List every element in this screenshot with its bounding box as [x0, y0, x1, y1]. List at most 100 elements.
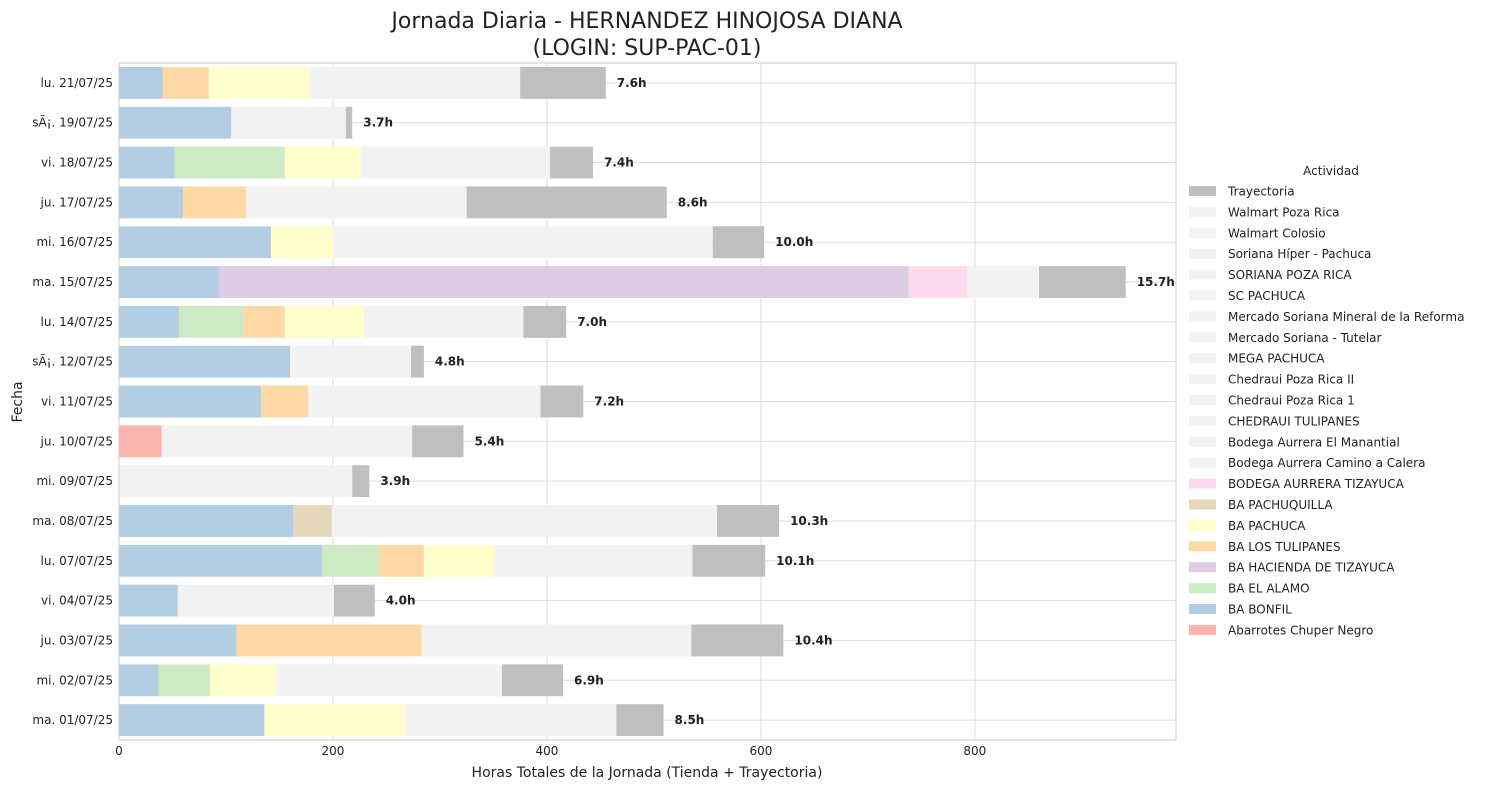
legend-swatch [1189, 583, 1216, 594]
y-tick-label: vi. 11/07/25 [41, 395, 113, 409]
bar-segment [218, 266, 909, 298]
bar-segment [174, 146, 285, 179]
bar-total-label: 3.9h [380, 474, 410, 488]
bar-segment [119, 544, 323, 577]
bar-segment [284, 305, 364, 338]
legend-swatch [1189, 415, 1216, 426]
bar-segment [119, 186, 184, 219]
x-tick-label: 600 [749, 744, 772, 758]
bar-total-label: 10.4h [794, 633, 832, 647]
y-tick-label: lu. 14/07/25 [41, 315, 113, 329]
legend-swatch [1189, 311, 1216, 322]
legend-entry: Walmart Colosio [1228, 226, 1326, 240]
legend-swatch [1189, 604, 1216, 614]
bars: 7.6h 3.7h 7.4h 8.6h 10.0h 15.7h 7.0h 4.8h 7.2h 5.… [119, 66, 1175, 737]
y-tick-label: ma. 15/07/25 [32, 275, 113, 289]
bar-segment [162, 66, 209, 99]
y-tick-label: vi. 04/07/25 [41, 594, 113, 608]
y-tick-label: lu. 07/07/25 [41, 554, 113, 568]
bar-segment [284, 146, 361, 179]
bar-total-label: 7.4h [604, 156, 634, 170]
legend-title: Actividad [1303, 164, 1359, 178]
legend-entry: CHEDRAUI TULIPANES [1228, 414, 1360, 428]
legend-swatch [1189, 227, 1216, 238]
bar-segment [183, 186, 247, 219]
bar-segment [421, 624, 692, 657]
legend-entry: Bodega Aurrera Camino a Calera [1228, 456, 1425, 470]
y-tick-label: ju. 03/07/25 [40, 633, 113, 647]
bar-segment [209, 664, 277, 697]
legend-swatch [1189, 624, 1216, 635]
bar-segment [332, 226, 713, 259]
legend-swatch [1189, 457, 1216, 468]
legend-entry: Soriana Híper - Pachuca [1228, 247, 1371, 261]
bar-segment [502, 664, 563, 697]
bar-total-label: 8.5h [675, 713, 705, 727]
legend-swatch [1189, 374, 1216, 385]
y-tick-label: mi. 09/07/25 [36, 474, 113, 488]
legend-entry: Chedraui Poza Rica 1 [1228, 394, 1355, 408]
legend-entry: Abarrotes Chuper Negro [1228, 623, 1373, 637]
chart-title-line1: Jornada Diaria - HERNANDEZ HINOJOSA DIAN… [389, 9, 902, 34]
y-tick-label: ma. 08/07/25 [32, 514, 113, 528]
bar-segment [309, 66, 521, 99]
bar-segment [360, 146, 551, 179]
legend-entry: BA EL ALAMO [1228, 582, 1310, 596]
bar-segment [691, 624, 784, 657]
bar-segment [411, 345, 424, 378]
x-tick-label: 200 [322, 744, 345, 758]
bar-segment [712, 226, 765, 259]
bar-segment [404, 704, 617, 737]
bar-segment [331, 505, 718, 537]
legend-swatch [1189, 332, 1216, 343]
bar-segment [352, 465, 370, 498]
bar-segment [161, 425, 413, 458]
legend-swatch [1189, 395, 1216, 405]
bar-total-label: 4.8h [435, 355, 465, 369]
bar-segment [322, 544, 379, 577]
y-tick-label: mi. 02/07/25 [36, 673, 113, 687]
bar-segment [345, 106, 353, 139]
bar-segment [523, 305, 567, 338]
legend-entry: SC PACHUCA [1228, 289, 1306, 303]
y-tick-label: sÃ¡. 12/07/25 [32, 354, 113, 369]
legend-entry: BA LOS TULIPANES [1228, 540, 1341, 554]
bar-segment [119, 266, 219, 298]
bar-segment [616, 704, 664, 737]
legend-swatch [1189, 206, 1216, 217]
bar-segment [466, 186, 667, 219]
bar-segment [208, 66, 310, 99]
legend-swatch [1189, 248, 1216, 259]
x-tick-label: 800 [963, 744, 986, 758]
bar-total-label: 10.3h [790, 514, 828, 528]
bar-segment [1039, 266, 1126, 298]
legend-swatch [1189, 186, 1216, 196]
bar-segment [119, 425, 162, 458]
bar-segment [334, 584, 375, 617]
y-tick-label: ma. 01/07/25 [32, 713, 113, 727]
bar-segment [119, 305, 179, 338]
bar-segment [119, 146, 175, 179]
bar-segment [363, 305, 524, 338]
bar-segment [520, 66, 606, 99]
x-axis-label: Horas Totales de la Jornada (Tienda + Tr… [472, 765, 823, 781]
bar-segment [119, 584, 178, 617]
legend-entry: Mercado Soriana Mineral de la Reforma [1228, 310, 1464, 324]
legend-swatch [1189, 520, 1216, 531]
bar-segment [550, 146, 593, 179]
x-tick-label: 400 [535, 744, 558, 758]
bar-segment [423, 544, 495, 577]
legend-swatch [1189, 269, 1216, 280]
bar-segment [119, 66, 163, 99]
legend-entry: Trayectoria [1227, 185, 1295, 199]
y-tick-label: vi. 18/07/25 [41, 156, 113, 170]
y-tick-label: ju. 10/07/25 [40, 434, 113, 448]
legend-entry: SORIANA POZA RICA [1228, 268, 1352, 282]
bar-segment [119, 345, 291, 378]
bar-total-label: 5.4h [474, 434, 504, 448]
bar-segment [290, 345, 412, 378]
bar-segment [119, 704, 265, 737]
bar-segment [967, 266, 1040, 298]
bar-segment [177, 584, 335, 617]
